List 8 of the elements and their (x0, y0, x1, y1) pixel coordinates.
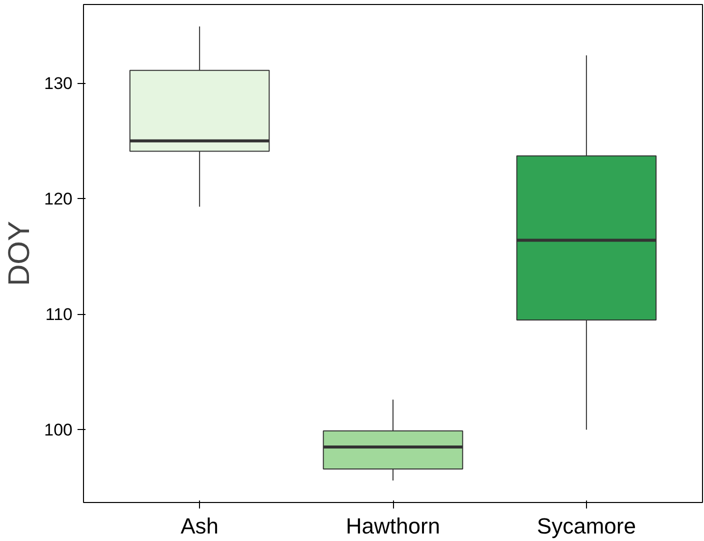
y-tick-label: 100 (44, 420, 73, 440)
x-tick-label: Hawthorn (346, 514, 440, 538)
x-tick-label: Ash (180, 514, 219, 538)
y-tick-label: 130 (44, 74, 73, 94)
x-tick-label: Sycamore (536, 514, 636, 538)
y-tick-label: 120 (44, 190, 73, 209)
y-axis-title: DOY (3, 220, 36, 286)
y-tick-label: 110 (45, 305, 73, 324)
